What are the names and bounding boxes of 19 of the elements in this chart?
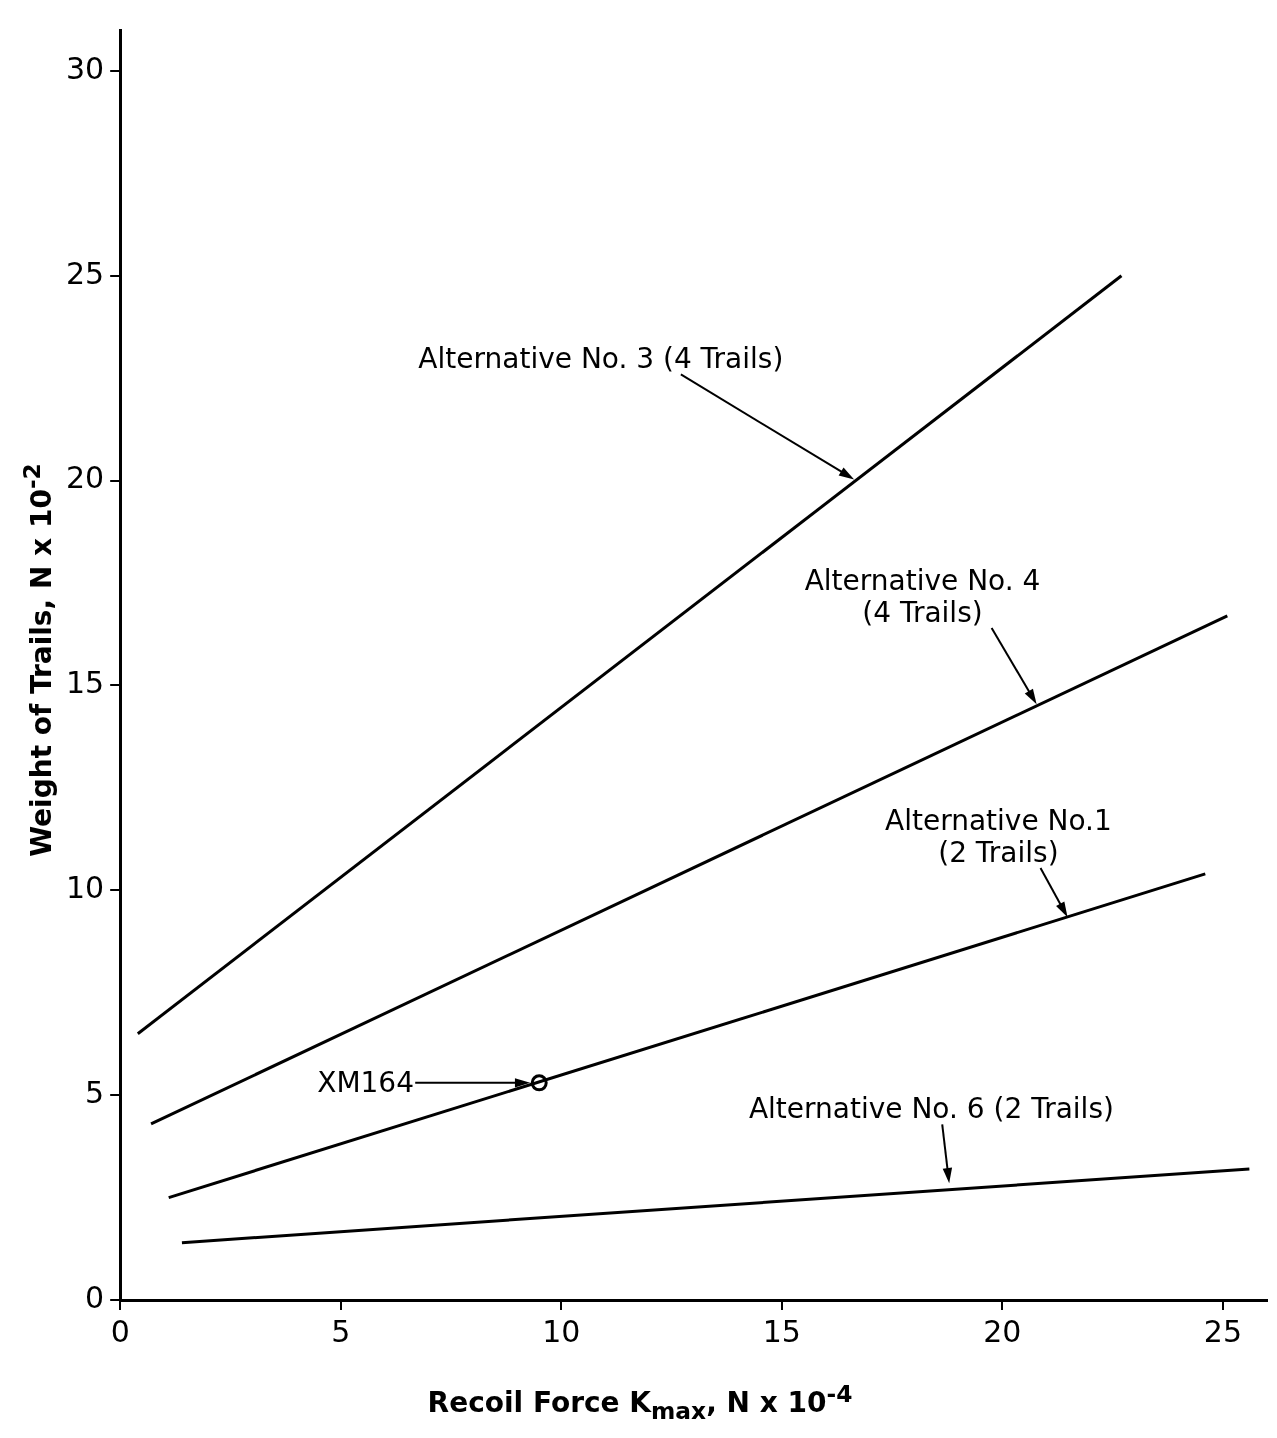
annotation: Alternative No. 3 (4 Trails)	[418, 342, 784, 376]
x-tick-label: 10	[542, 1313, 581, 1349]
x-tick-label: 25	[1203, 1313, 1242, 1349]
y-tick-label: 10	[65, 870, 105, 906]
annotation: Alternative No. 4 (4 Trails)	[804, 563, 1041, 629]
x-tick-label: 15	[762, 1313, 801, 1349]
x-tick-label: 0	[110, 1313, 130, 1349]
y-tick-label: 25	[65, 255, 105, 291]
x-axis-title: Recoil Force K$_{max}$, N x 10$^{-4}$	[427, 1380, 853, 1425]
annotation: XM164	[317, 1065, 414, 1099]
annotation: Alternative No. 6 (2 Trails)	[748, 1092, 1114, 1126]
y-tick-label: 20	[65, 460, 105, 496]
y-tick-label: 15	[65, 665, 105, 701]
x-tick-label: 20	[983, 1313, 1022, 1349]
y-tick-label: 30	[65, 50, 105, 86]
y-tick-label: 0	[85, 1279, 105, 1315]
annotation: Alternative No.1 (2 Trails)	[885, 804, 1112, 869]
y-tick-label: 5	[85, 1074, 105, 1110]
x-tick-label: 5	[331, 1313, 351, 1349]
